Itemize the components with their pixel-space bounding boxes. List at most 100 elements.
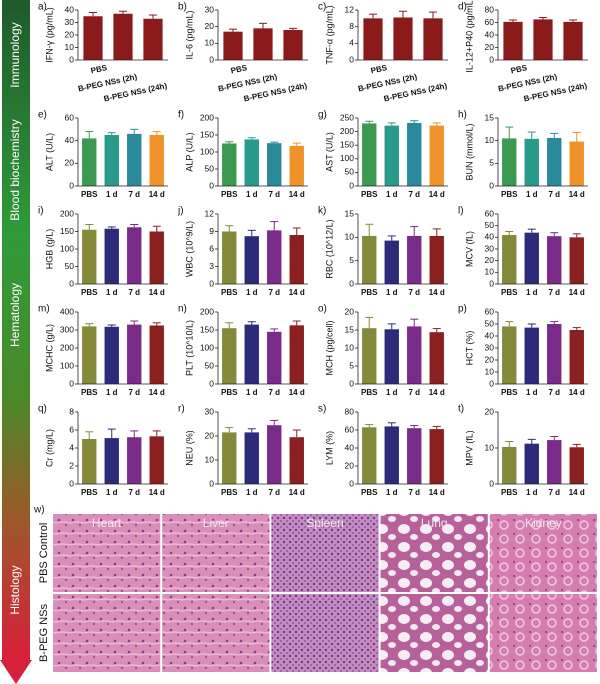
chart-panel: m) MCHC (g/L) PBS 1 d 7 d 14 d 0 100 200 300 400 [38,304,168,397]
y-tick-label: 50 [345,167,355,177]
y-tick-label: 0 [489,278,494,288]
panel-label: j) [177,206,184,217]
x-tick-label: PBS [361,288,378,297]
y-tick-label: 40 [345,442,355,452]
error-bar [539,17,547,20]
error-bar [149,14,157,19]
bar [502,138,517,186]
y-tick-label: 2 [69,460,74,470]
bar [569,237,584,284]
x-tick-label: PBS [221,388,238,397]
bar [524,443,539,484]
x-tick-label: 14 d [149,488,165,497]
bar [127,437,142,484]
y-tick-label: 30 [205,406,215,416]
bar [362,328,377,384]
y-axis-label: MCH (pg/cell) [324,320,334,375]
x-tick-label: 1 d [386,190,398,199]
x-tick-label: 14 d [149,288,165,297]
bar [384,426,399,484]
x-tick-label: 1 d [386,388,398,397]
x-tick-label: PBS [221,288,238,297]
x-tick-label: 14 d [149,190,165,199]
error-bar [225,427,234,433]
y-tick-label: 10 [485,366,495,376]
y-tick-label: 10 [345,232,355,242]
bar [283,30,303,60]
y-tick-label: 0 [209,478,214,488]
bar [267,425,282,484]
bar [502,446,517,484]
x-tick-label: 1 d [106,388,118,397]
bar [82,138,97,186]
error-bar [432,228,441,236]
x-tick-label: 14 d [569,190,585,199]
x-tick-label: PBS [81,288,98,297]
chart-panel: s) LYM (%) PBS 1 d 7 d 14 d 0 20 40 60 80 [318,404,448,497]
bar [407,122,422,186]
y-tick-label: 4 [349,38,354,48]
error-bar [229,28,237,32]
error-bar [429,11,437,19]
bar [289,235,304,284]
x-tick-label: PBS [361,388,378,397]
x-tick-label: PBS [221,190,238,199]
y-tick-label: 250 [340,112,354,122]
y-tick-label: 300 [60,324,74,334]
x-tick-label: 14 d [569,288,585,297]
x-tick-label: 1 d [386,288,398,297]
x-tick-label: 7 d [548,488,560,497]
bar [569,330,584,384]
error-bar [369,13,377,19]
bar [502,235,517,284]
y-tick-label: 100 [200,342,214,352]
column-label: Lung [421,516,448,530]
y-tick-label: 12 [205,208,215,218]
y-tick-label: 0 [209,378,214,388]
x-tick-label: 7 d [128,488,140,497]
y-axis-label: TNF-α (pg/mL) [324,5,334,64]
error-bar [365,223,374,236]
error-bar [292,227,301,235]
error-bar [292,142,301,146]
chart-panel: f) ALP (U/L) PBS 1 d 7 d 14 d 0 50 100 150 200 [178,110,308,199]
error-bar [225,322,234,329]
chart-panel: h) BUN (mmol/L) PBS 1 d 7 d 14 d 0 5 10 15 [458,110,588,199]
error-bar [527,323,536,328]
panel-label: k) [318,206,326,217]
x-tick-label: 1 d [246,190,258,199]
x-tick-label: 14 d [149,388,165,397]
y-tick-label: 20 [485,354,495,364]
y-tick-label: 200 [200,306,214,316]
error-bar [509,19,517,22]
y-tick-label: 100 [340,153,354,163]
x-tick-label: 14 d [289,488,305,497]
y-axis-label: LYM (%) [324,431,334,465]
x-tick-label: 1 d [246,388,258,397]
bar [384,329,399,384]
y-tick-label: 50 [65,261,75,271]
panel-label: b) [178,2,187,13]
x-tick-label: PBS [501,288,518,297]
error-bar [152,131,161,135]
y-tick-label: 30 [205,4,215,14]
bar [222,328,237,384]
panel-label: p) [458,304,467,315]
bar [223,31,243,60]
panel-label: g) [318,110,327,121]
bar [503,21,523,60]
y-tick-label: 0 [489,478,494,488]
bar [149,325,164,384]
bar [143,18,163,60]
error-bar [85,431,94,439]
bar [244,324,259,384]
error-bar [292,320,301,326]
y-tick-label: 0 [209,278,214,288]
y-tick-label: 5 [349,255,354,265]
y-tick-label: 5 [349,360,354,370]
error-bar [505,126,514,139]
y-tick-label: 400 [60,306,74,316]
